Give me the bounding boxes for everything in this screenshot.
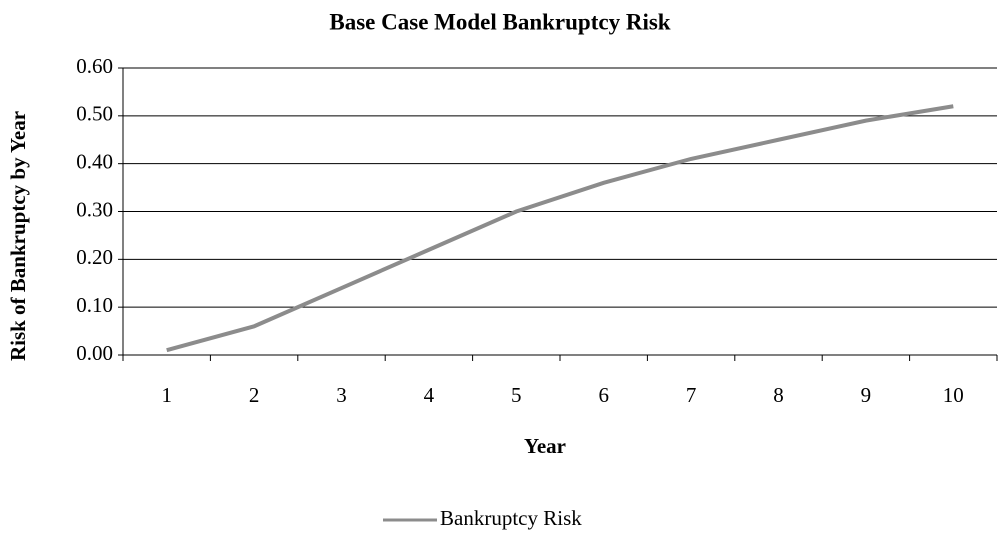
- x-tick-label: 10: [943, 383, 964, 407]
- x-tick-label: 3: [336, 383, 347, 407]
- x-tick-label: 1: [161, 383, 172, 407]
- x-tick-label: 2: [249, 383, 260, 407]
- y-tick-label: 0.40: [76, 149, 113, 173]
- chart-title: Base Case Model Bankruptcy Risk: [329, 9, 670, 34]
- y-tick-label: 0.00: [76, 341, 113, 365]
- y-tick-label: 0.10: [76, 293, 113, 317]
- y-tick-label: 0.60: [76, 54, 113, 78]
- x-tick-label: 8: [773, 383, 784, 407]
- x-axis-label: Year: [524, 434, 566, 458]
- y-axis-label: Risk of Bankruptcy by Year: [6, 111, 30, 361]
- x-tick-label: 6: [598, 383, 609, 407]
- data-line: [166, 104, 954, 353]
- x-tick-label: 9: [861, 383, 872, 407]
- legend-label: Bankruptcy Risk: [440, 506, 582, 530]
- x-tick-label: 7: [686, 383, 697, 407]
- y-tick-label: 0.50: [76, 102, 113, 126]
- x-tick-label: 4: [424, 383, 435, 407]
- x-tick-label: 5: [511, 383, 522, 407]
- y-tick-label: 0.30: [76, 197, 113, 221]
- y-tick-label: 0.20: [76, 245, 113, 269]
